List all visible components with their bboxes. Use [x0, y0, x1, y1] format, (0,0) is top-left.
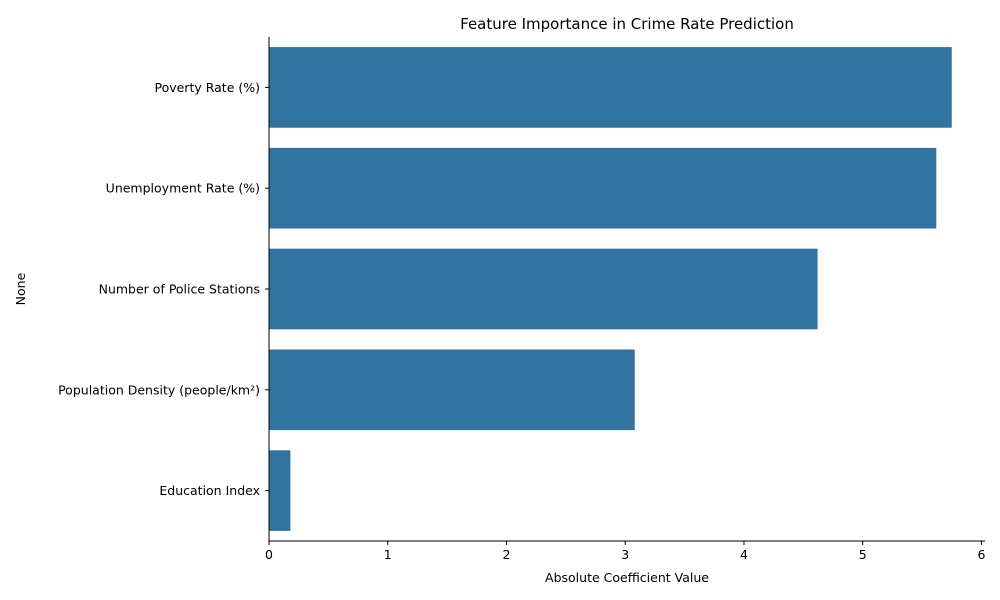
x-tick-label: 1	[384, 547, 392, 562]
bar	[269, 248, 818, 330]
bar	[269, 450, 291, 531]
x-ticks-group: 0 1 2 3 4 5 6	[265, 541, 985, 562]
y-tick-label: Education Index	[159, 483, 260, 498]
x-tick-label: 3	[621, 547, 629, 562]
x-tick-label: 5	[859, 547, 867, 562]
x-tick-label: 2	[503, 547, 511, 562]
y-ticks-group: Poverty Rate (%) Unemployment Rate (%) Num…	[58, 80, 269, 498]
bar	[269, 349, 635, 431]
y-tick-label: Population Density (people/km²)	[58, 382, 260, 397]
y-tick-label: Number of Police Stations	[99, 282, 260, 297]
chart-title: Feature Importance in Crime Rate Predict…	[460, 15, 794, 33]
bar	[269, 147, 937, 229]
bar	[269, 47, 952, 128]
x-tick-label: 6	[977, 547, 985, 562]
x-tick-label: 0	[265, 547, 273, 562]
y-tick-label: Poverty Rate (%)	[154, 80, 260, 95]
bars-group	[269, 47, 952, 531]
x-axis-label: Absolute Coefficient Value	[545, 570, 709, 585]
x-tick-label: 4	[740, 547, 748, 562]
y-tick-label: Unemployment Rate (%)	[106, 181, 260, 196]
y-axis-label: None	[13, 272, 28, 305]
